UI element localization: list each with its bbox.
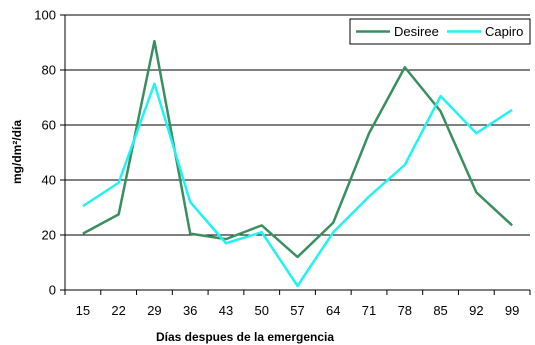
x-axis-title: Días despues de la emergencia (156, 330, 334, 344)
x-tick-label: 50 (254, 303, 268, 318)
series-line-capiro (82, 82, 513, 288)
series-layer (82, 39, 513, 288)
x-axis-ticks: 15 22 29 36 43 50 57 64 71 78 85 92 99 (64, 290, 531, 318)
legend: Desiree Capiro (349, 18, 531, 45)
series-line-desiree (82, 39, 513, 259)
x-tick-label: 92 (469, 303, 483, 318)
legend-label-desiree: Desiree (394, 24, 439, 39)
x-tick-label: 71 (362, 303, 376, 318)
x-tick-label: 29 (147, 303, 161, 318)
x-tick-label: 22 (111, 303, 125, 318)
y-tick-label: 80 (42, 63, 56, 78)
gridlines (65, 14, 530, 236)
x-tick-label: 78 (398, 303, 412, 318)
y-axis-title: mg/dm²/día (10, 120, 24, 184)
x-tick-label: 43 (219, 303, 233, 318)
legend-label-capiro: Capiro (485, 24, 523, 39)
x-tick-label: 85 (433, 303, 447, 318)
y-tick-label: 100 (34, 8, 56, 23)
x-tick-label: 15 (76, 303, 90, 318)
x-tick-label: 57 (290, 303, 304, 318)
y-axis-ticks: 0 20 40 60 80 100 (34, 8, 65, 298)
x-tick-label: 36 (183, 303, 197, 318)
x-tick-label: 99 (505, 303, 519, 318)
x-tick-label: 64 (326, 303, 340, 318)
y-tick-label: 40 (42, 173, 56, 188)
y-tick-label: 0 (49, 283, 56, 298)
y-tick-label: 20 (42, 228, 56, 243)
y-tick-label: 60 (42, 118, 56, 133)
